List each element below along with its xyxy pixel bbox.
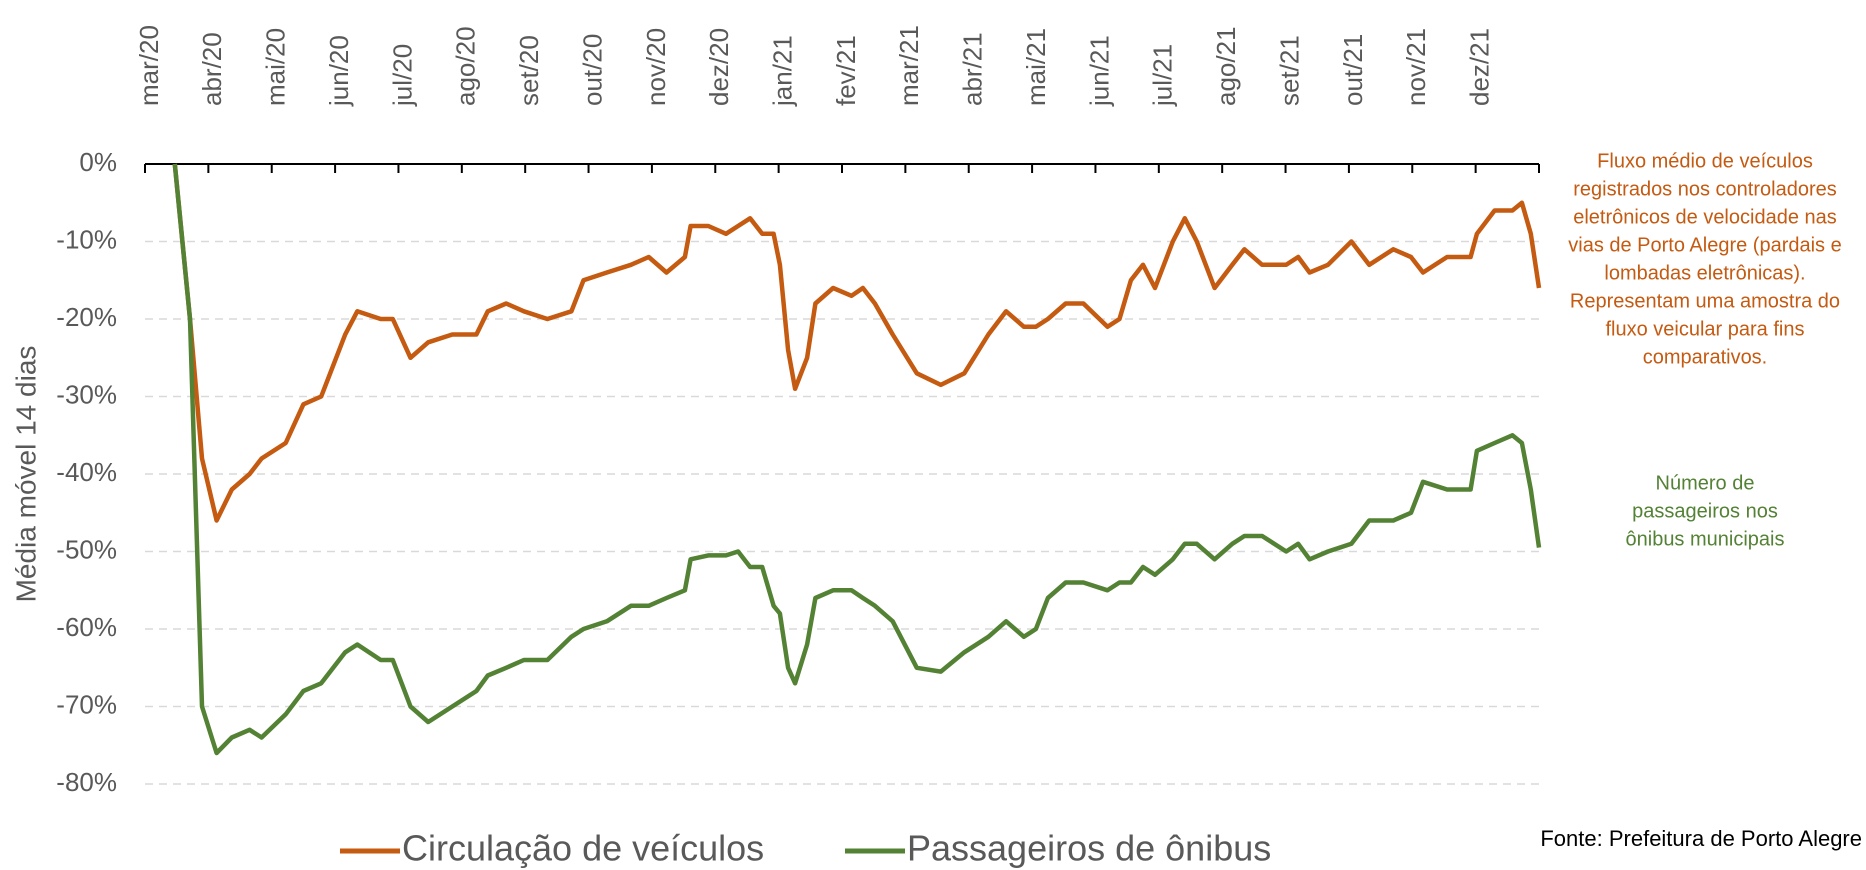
x-tick-label: set/21 xyxy=(1274,35,1304,106)
annotation-line: passageiros nos xyxy=(1632,500,1778,522)
x-tick-label: ago/20 xyxy=(451,26,481,106)
line-series xyxy=(172,163,1542,523)
y-tick-label: -50% xyxy=(56,534,117,564)
y-tick-label: 0% xyxy=(79,147,117,177)
y-tick-label: -30% xyxy=(56,379,117,409)
x-tick-label: mar/21 xyxy=(894,25,924,106)
x-tick-label: mai/21 xyxy=(1021,28,1051,106)
x-tick-label: out/21 xyxy=(1338,34,1368,106)
annotation-line: fluxo veicular para fins xyxy=(1606,318,1805,340)
x-tick-label: jan/21 xyxy=(768,35,798,107)
y-axis-title: Média móvel 14 dias xyxy=(10,346,41,603)
annotation-line: eletrônicos de velocidade nas xyxy=(1573,206,1837,228)
x-tick-label: ago/21 xyxy=(1211,26,1241,106)
y-tick-label: -80% xyxy=(56,767,117,797)
x-tick-label: mar/20 xyxy=(134,25,164,106)
y-tick-label: -40% xyxy=(56,457,117,487)
x-tick-label: dez/21 xyxy=(1465,28,1495,106)
line-series xyxy=(172,163,1542,756)
annotation-line: ônibus municipais xyxy=(1626,528,1785,550)
x-tick-label: out/20 xyxy=(577,34,607,106)
x-tick-label: jul/20 xyxy=(387,44,417,107)
annotation-line: vias de Porto Alegre (pardais e xyxy=(1568,234,1842,256)
x-tick-label: nov/20 xyxy=(641,28,671,106)
x-tick-label: fev/21 xyxy=(831,35,861,106)
x-tick-label: jun/20 xyxy=(324,35,354,107)
legend-label: Circulação de veículos xyxy=(402,828,764,869)
annotation-line: Fluxo médio de veículos xyxy=(1597,150,1813,172)
annotation-line: Número de xyxy=(1656,472,1755,494)
y-tick-label: -10% xyxy=(56,224,117,254)
x-tick-label: abr/20 xyxy=(197,32,227,106)
y-tick-label: -70% xyxy=(56,689,117,719)
source: Fonte: Prefeitura de Porto Alegre xyxy=(1540,826,1862,851)
legend-label: Passageiros de ônibus xyxy=(907,828,1271,869)
x-tick-label: set/20 xyxy=(514,35,544,106)
annotation-line: Representam uma amostra do xyxy=(1570,290,1840,312)
annotation-line: lombadas eletrônicas). xyxy=(1604,262,1805,284)
y-tick-label: -60% xyxy=(56,612,117,642)
x-tick-label: jun/21 xyxy=(1084,35,1114,107)
x-tick-label: dez/20 xyxy=(704,28,734,106)
y-tick-label: -20% xyxy=(56,302,117,332)
annotation-line: comparativos. xyxy=(1643,346,1768,368)
x-tick-label: jul/21 xyxy=(1148,44,1178,107)
x-tick-label: abr/21 xyxy=(958,32,988,106)
annotation-line: registrados nos controladores xyxy=(1573,178,1836,200)
x-tick-label: mai/20 xyxy=(261,28,291,106)
x-tick-label: nov/21 xyxy=(1401,28,1431,106)
